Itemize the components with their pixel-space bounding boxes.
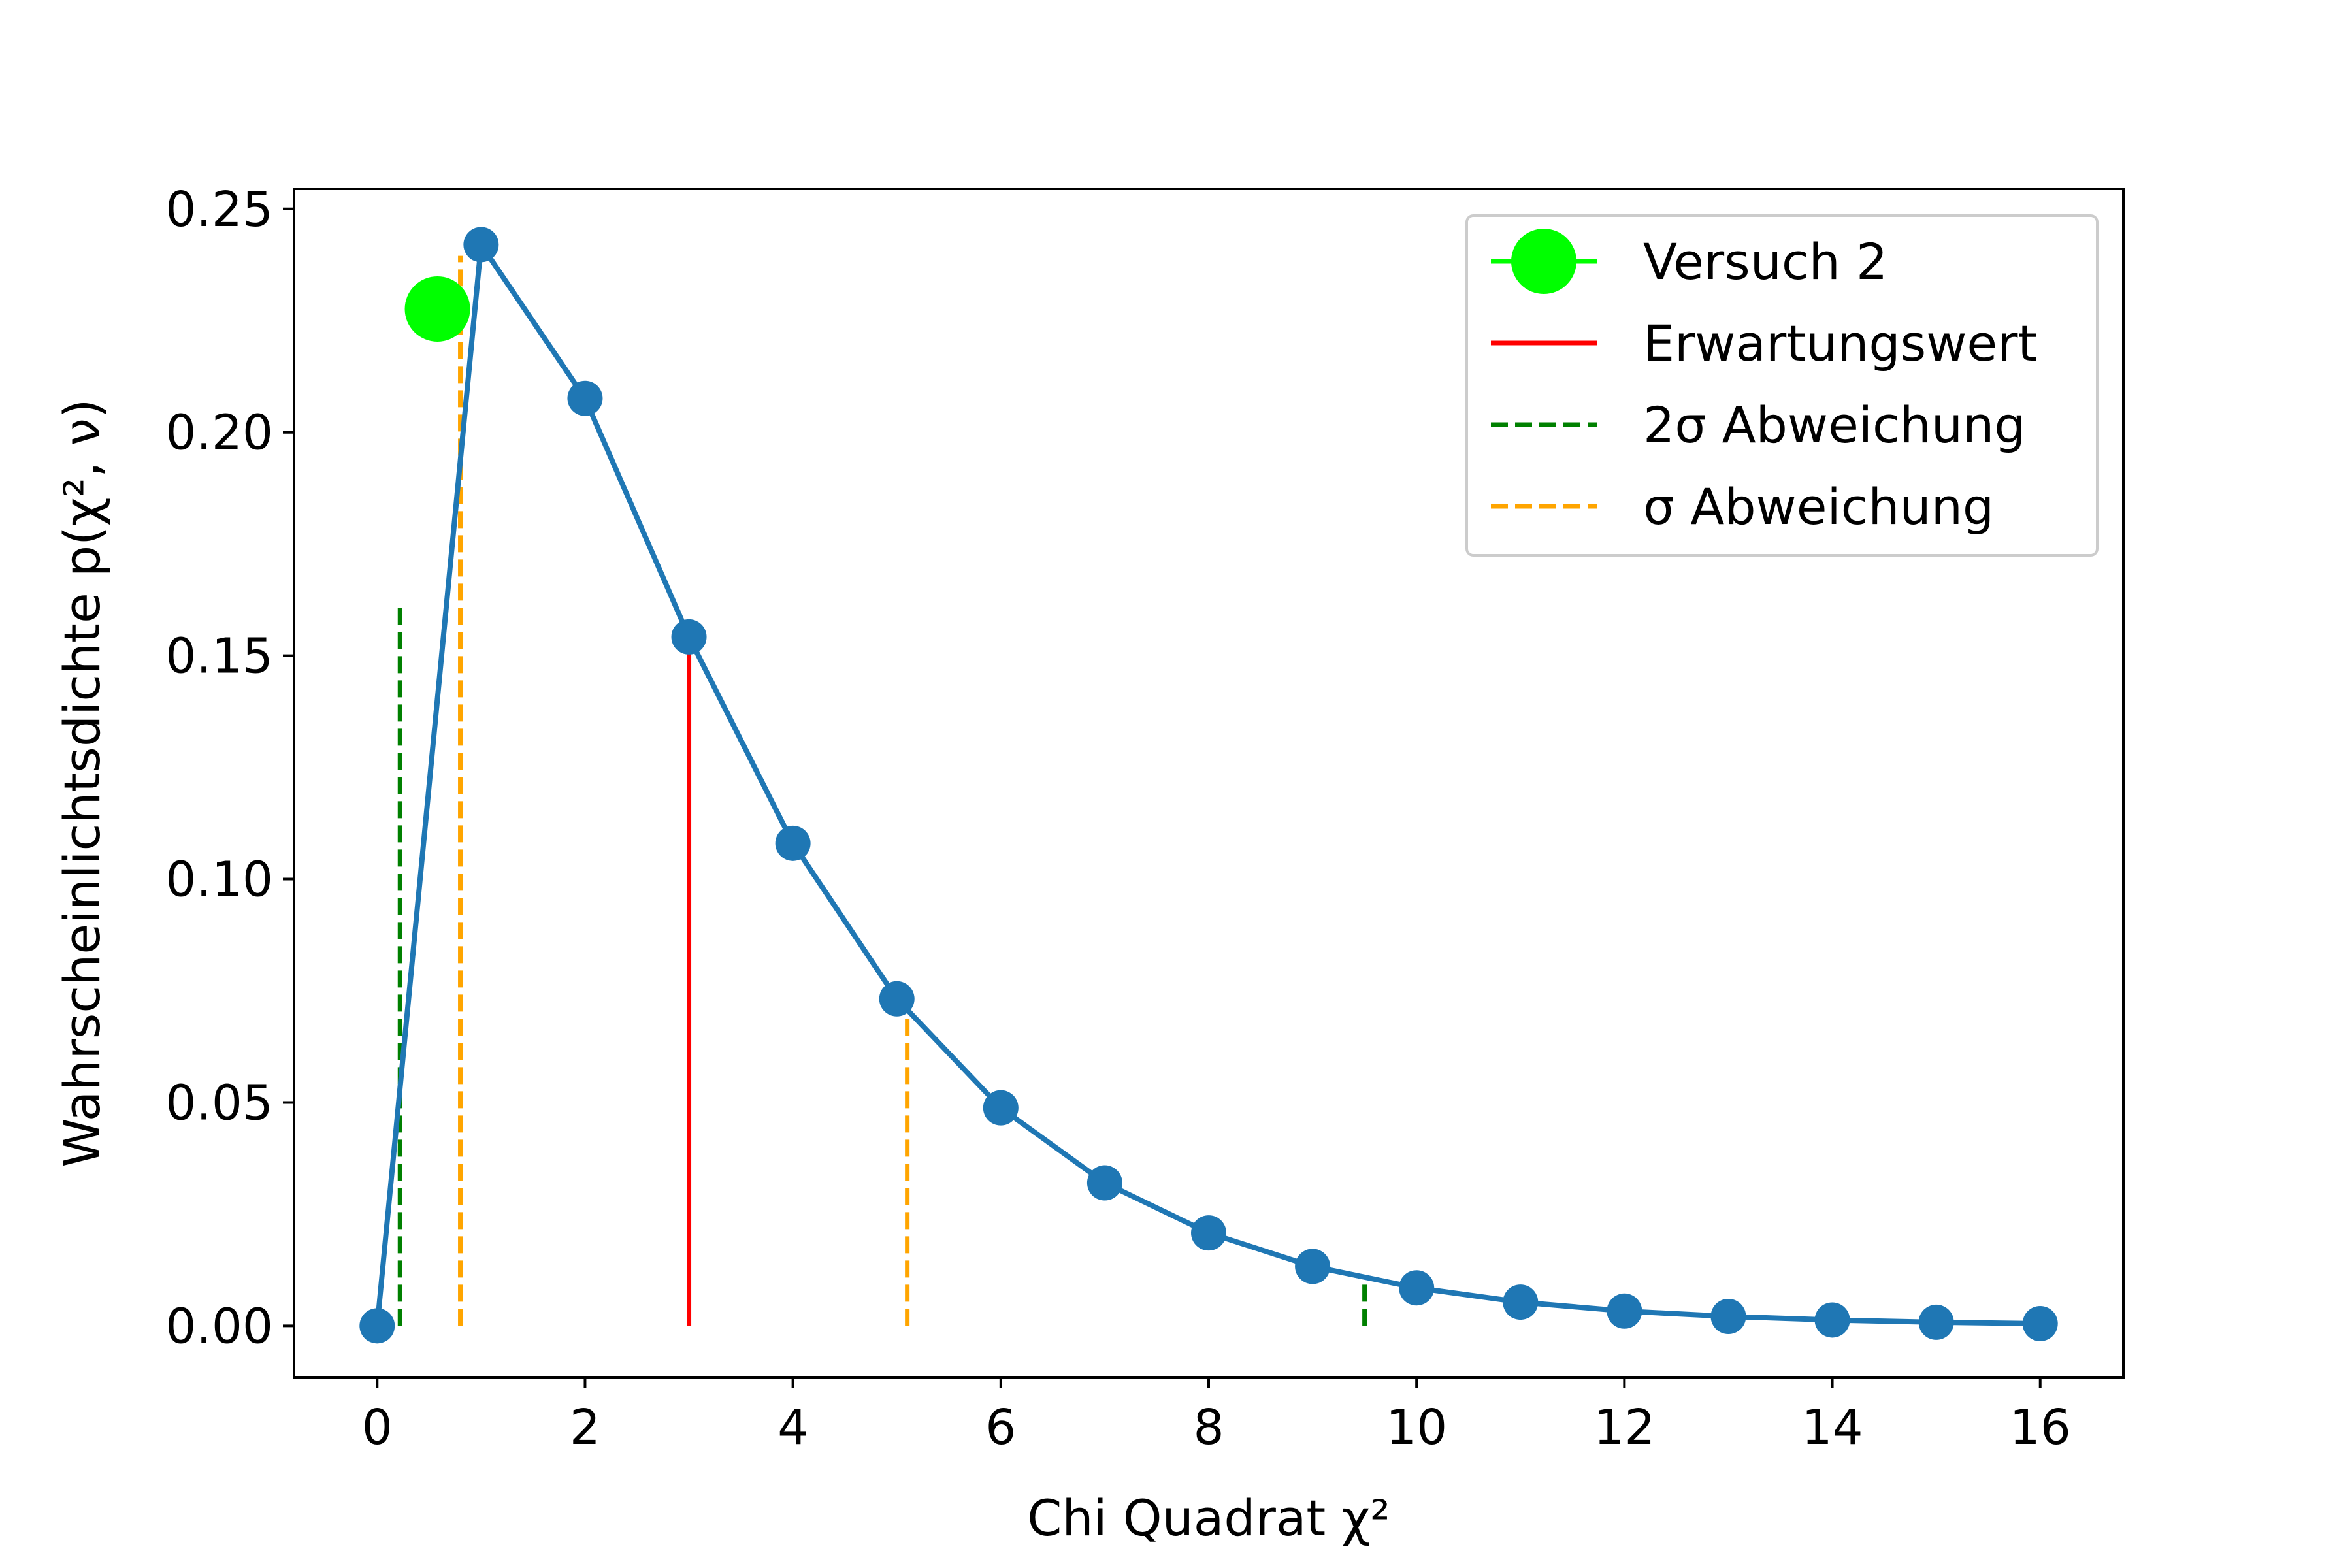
x-tick-label-4: 8: [1193, 1399, 1224, 1456]
data-point-8: [1191, 1215, 1226, 1251]
x-tick-label-0: 0: [362, 1399, 393, 1456]
axes-layer: 0 2 4 6 8 10 12 14 16 0.00 0.05 0.10 0.15 0.20 0.25 Chi…: [53, 182, 2125, 1547]
data-point-9: [1295, 1249, 1331, 1284]
data-point-4: [775, 825, 811, 861]
x-tick-label-3: 6: [985, 1399, 1016, 1456]
data-point-6: [983, 1090, 1019, 1126]
legend-label-sigma: σ Abweichung: [1643, 478, 1994, 536]
data-point-10: [1399, 1270, 1435, 1306]
y-tick-label-5: 0.25: [165, 182, 273, 238]
data-point-14: [1814, 1302, 1850, 1338]
data-point-1: [463, 227, 499, 263]
data-point-15: [1918, 1304, 1954, 1340]
y-tick-label-3: 0.15: [165, 629, 273, 685]
data-point-16: [2022, 1305, 2058, 1341]
x-tick-label-1: 2: [570, 1399, 600, 1456]
y-axis-label: Wahrscheinlichtsdichte p(χ², ν): [53, 399, 111, 1167]
plot-layer: [359, 227, 2058, 1344]
x-tick-label-2: 4: [777, 1399, 808, 1456]
data-point-11: [1503, 1284, 1539, 1320]
legend-box: [1465, 214, 2099, 557]
data-point-7: [1086, 1165, 1122, 1201]
data-point-2: [567, 380, 603, 416]
y-tick-label-2: 0.10: [165, 852, 273, 908]
data-point-0: [359, 1308, 395, 1344]
x-tick-label-7: 14: [1801, 1399, 1863, 1456]
y-tick-label-0: 0.00: [165, 1298, 273, 1354]
legend: Versuch 2 Erwartungswert 2σ Abweichung σ Ab…: [1465, 214, 2099, 557]
x-axis-label: Chi Quadrat χ²: [1027, 1489, 1390, 1547]
legend-label-two-sigma: 2σ Abweichung: [1643, 396, 2025, 454]
versuch-2-point: [404, 276, 470, 342]
data-point-3: [671, 619, 707, 655]
legend-marker-versuch: [1511, 229, 1576, 294]
x-tick-label-8: 16: [2010, 1399, 2071, 1456]
x-tick-label-6: 12: [1593, 1399, 1655, 1456]
data-point-13: [1710, 1298, 1746, 1334]
data-point-5: [879, 981, 915, 1017]
data-point-12: [1607, 1293, 1642, 1329]
y-tick-label-1: 0.05: [165, 1075, 273, 1131]
y-tick-label-4: 0.20: [165, 405, 273, 461]
legend-label-versuch: Versuch 2: [1643, 233, 1887, 291]
x-tick-label-5: 10: [1386, 1399, 1447, 1456]
legend-label-erwartung: Erwartungswert: [1643, 314, 2037, 372]
